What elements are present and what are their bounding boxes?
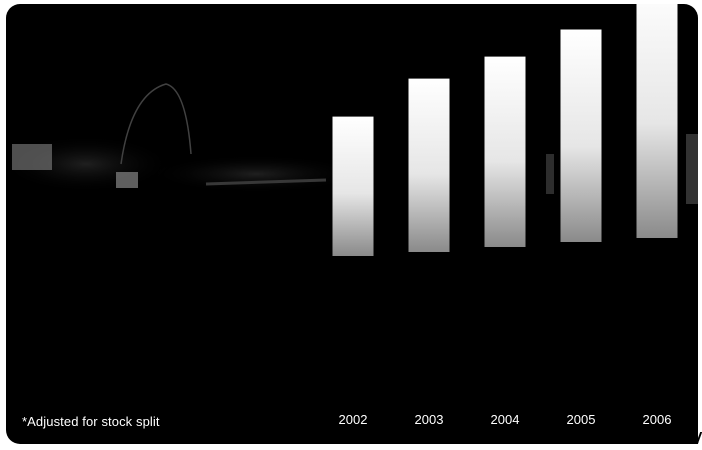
x-tick-label-2002: 2002 bbox=[339, 412, 368, 427]
bar-2004 bbox=[484, 56, 526, 247]
x-tick-labels: 2002 2003 2004 2005 2006 bbox=[339, 412, 672, 427]
bar-2006 bbox=[636, 4, 678, 238]
background-scenery bbox=[6, 83, 698, 204]
x-tick-label-2003: 2003 bbox=[415, 412, 444, 427]
x-tick-label-2004: 2004 bbox=[491, 412, 520, 427]
bars-group bbox=[332, 4, 678, 256]
bar-2002 bbox=[332, 116, 374, 256]
x-tick-label-2005: 2005 bbox=[567, 412, 596, 427]
bar-2003 bbox=[408, 78, 450, 252]
x-tick-label-2006: 2006 bbox=[643, 412, 672, 427]
footnote: *Adjusted for stock split bbox=[22, 414, 160, 429]
bar-2005 bbox=[560, 29, 602, 242]
bar-chart: 2002 2003 2004 2005 2006 bbox=[6, 4, 698, 427]
chart-panel: 2002 2003 2004 2005 2006 *Adjusted for stock… bbox=[6, 4, 698, 444]
